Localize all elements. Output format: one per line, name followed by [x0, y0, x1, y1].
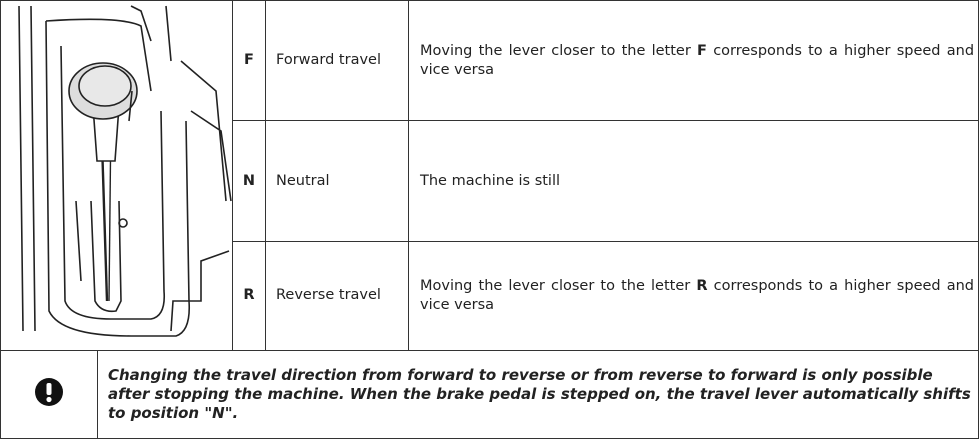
description-text: corresponds to a higher speed and vice v…: [420, 42, 975, 78]
position-name: Forward travel: [265, 0, 409, 122]
description-text: corresponds to a higher speed and vice v…: [420, 277, 975, 313]
description-letter: R: [696, 277, 708, 294]
warning-icon-cell: [0, 350, 98, 439]
description-text: Moving the lever closer to the letter: [420, 277, 691, 294]
description-letter: F: [697, 42, 707, 59]
lever-illustration: [18, 5, 232, 337]
position-description: The machine is still: [408, 120, 979, 242]
note-text: Changing the travel direction from forwa…: [97, 350, 979, 439]
position-letter: F: [232, 0, 266, 122]
description-text: Moving the lever closer to the letter: [420, 42, 691, 59]
warning-icon: [35, 377, 63, 406]
description-text: The machine is still: [420, 172, 561, 189]
position-description: Moving the lever closer to the letter F …: [408, 0, 979, 122]
lever-illustration-cell: [0, 0, 233, 351]
position-name: Reverse travel: [265, 240, 409, 352]
note-table: Changing the travel direction from forwa…: [0, 350, 979, 439]
position-name: Neutral: [265, 120, 409, 242]
position-letter: R: [232, 240, 266, 352]
position-description: Moving the lever closer to the letter R …: [408, 240, 979, 352]
lever-table: F Forward travel Moving the lever closer…: [0, 0, 979, 352]
position-letter: N: [232, 120, 266, 242]
